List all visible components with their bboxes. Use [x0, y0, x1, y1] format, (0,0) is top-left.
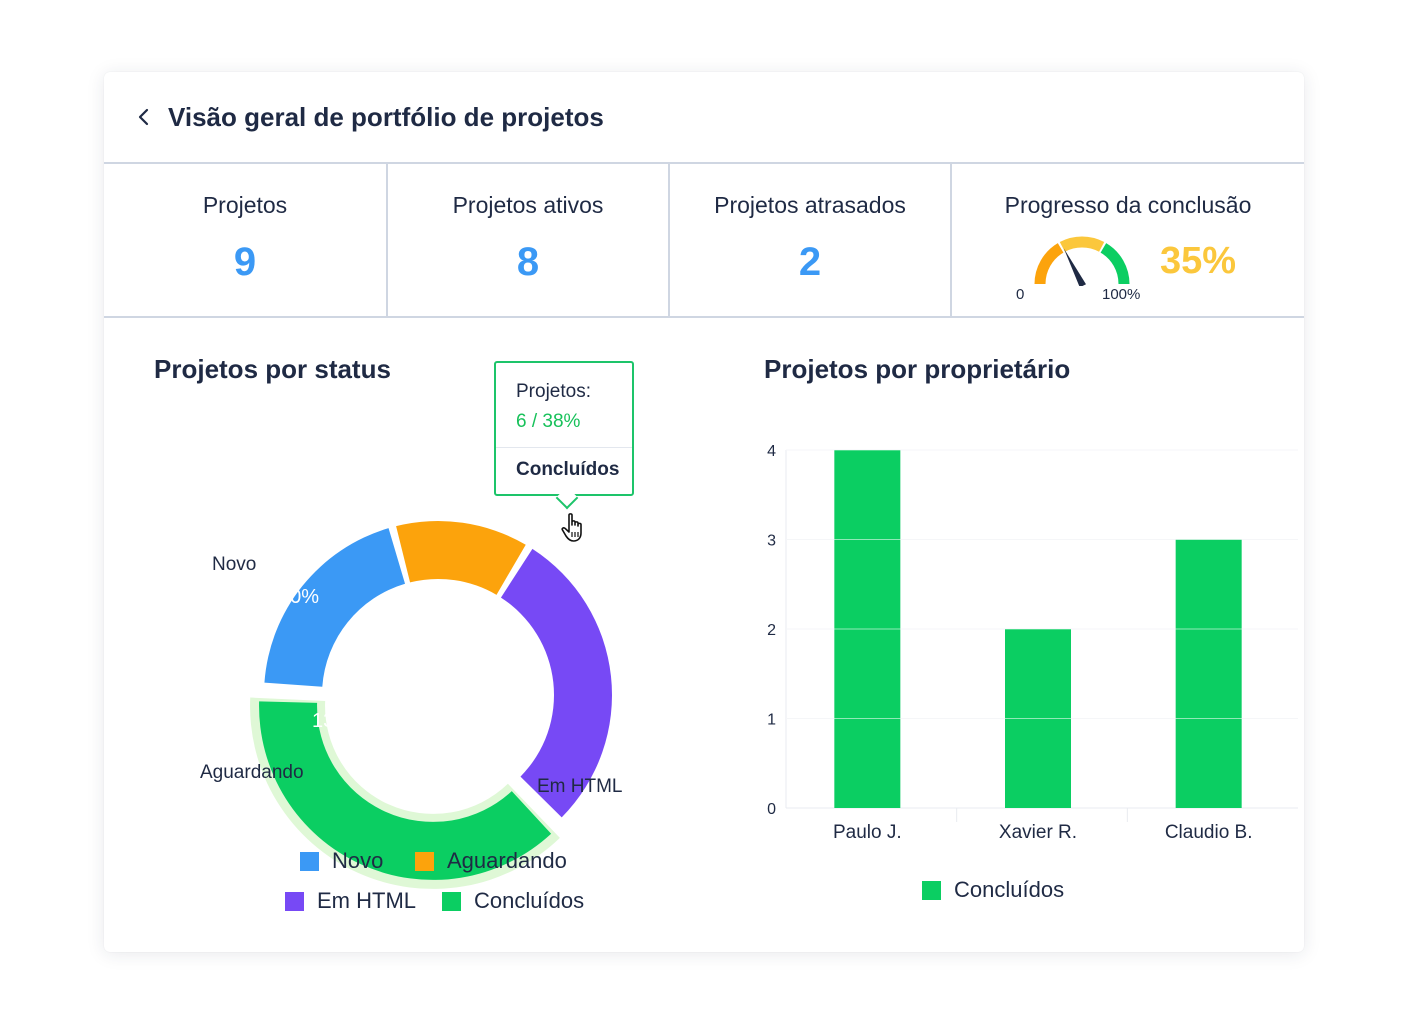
stat-label: Progresso da conclusão	[1004, 192, 1252, 218]
gauge-svg	[1034, 236, 1130, 288]
gauge-needle	[1063, 248, 1086, 288]
legend-swatch	[285, 891, 304, 911]
stat-label: Projetos ativos	[452, 192, 604, 218]
tooltip-label: Projetos:	[516, 381, 591, 402]
stat-projetos-atrasados: Projetos atrasados 2	[670, 164, 952, 316]
legend-label: Em HTML	[317, 888, 416, 913]
stat-value: 9	[233, 240, 257, 284]
gauge-min-label: 0	[1016, 286, 1025, 303]
legend-item-concluidos[interactable]: Concluídos	[442, 888, 584, 914]
stat-projetos: Projetos 9	[104, 164, 388, 316]
back-button[interactable]	[132, 105, 156, 129]
legend-swatch	[922, 880, 941, 900]
stat-value: 8	[516, 240, 540, 284]
stat-value: 2	[798, 240, 822, 284]
slice-pct-novo: 20%	[279, 586, 320, 608]
owner-bar-chart: 0 1 2 3 4 Paulo J. Xavier R. Claudio B.	[767, 443, 1298, 843]
legend-label: Novo	[332, 848, 384, 873]
donut-slice-concluidos[interactable]	[259, 701, 552, 880]
chart-tooltip: Projetos: 6 / 38% Concluídos	[494, 361, 634, 496]
tooltip-divider	[496, 447, 632, 448]
y-tick-label: 3	[767, 533, 776, 550]
donut-slice-aguardando[interactable]	[396, 521, 526, 595]
stat-label: Projetos	[202, 192, 288, 218]
legend-item-novo[interactable]: Novo	[300, 848, 383, 874]
dashboard-card: Visão geral de portfólio de projetos Pro…	[104, 72, 1304, 952]
gauge-seg-green	[1100, 243, 1130, 285]
hand-pointer-icon	[561, 513, 582, 542]
x-tick-label: Xavier R.	[999, 822, 1077, 843]
gauge-max-label: 100%	[1102, 286, 1141, 303]
page-title: Visão geral de portfólio de projetos	[168, 101, 604, 132]
tooltip-value: 6 / 38%	[516, 411, 581, 432]
bar-claudiob[interactable]	[1175, 539, 1242, 809]
stats-row: Projetos 9 Projetos ativos 8 Projetos at…	[104, 164, 1304, 318]
y-tick-label: 1	[767, 712, 776, 729]
legend-label: Concluídos	[474, 888, 585, 913]
y-tick-label: 4	[767, 443, 776, 460]
stat-progresso: Progresso da conclusão 0 100% 35%	[952, 164, 1304, 316]
legend-swatch	[415, 851, 434, 871]
header: Visão geral de portfólio de projetos	[104, 72, 1304, 164]
y-tick-label: 0	[767, 801, 776, 818]
status-donut-chart	[250, 521, 612, 889]
slice-label-novo: Novo	[212, 554, 257, 575]
chevron-left-icon	[138, 108, 149, 126]
slice-label-aguardando: Aguardando	[200, 762, 304, 783]
stat-projetos-ativos: Projetos ativos 8	[388, 164, 670, 316]
tooltip-category: Concluídos	[516, 459, 620, 480]
donut-slice-em-html[interactable]	[500, 548, 612, 818]
progress-gauge: 0 100%	[1012, 234, 1152, 304]
legend-item-em-html[interactable]: Em HTML	[285, 888, 416, 914]
legend-label: Concluídos	[954, 877, 1065, 902]
x-tick-label: Paulo J.	[833, 822, 902, 843]
progress-value: 35%	[1160, 240, 1237, 282]
slice-pct-aguardando: 13%	[312, 710, 353, 732]
legend-swatch	[300, 851, 319, 871]
slice-label-em-html: Em HTML	[537, 776, 623, 797]
donut-slice-novo[interactable]	[264, 528, 406, 687]
stat-label: Projetos atrasados	[714, 192, 906, 218]
legend-item-aguardando[interactable]: Aguardando	[415, 848, 567, 874]
legend-swatch	[442, 891, 461, 911]
legend-label: Aguardando	[447, 848, 567, 873]
gauge-seg-orange	[1034, 243, 1064, 285]
status-chart-title: Projetos por status	[154, 354, 391, 384]
x-tick-label: Claudio B.	[1165, 822, 1253, 843]
slice-pct-em-html: 29%	[478, 740, 519, 762]
owner-chart-title: Projetos por proprietário	[764, 354, 1071, 384]
y-tick-label: 2	[767, 622, 776, 639]
gauge-seg-yellow	[1059, 236, 1105, 252]
legend-item-bar-concluidos[interactable]: Concluídos	[922, 877, 1064, 903]
